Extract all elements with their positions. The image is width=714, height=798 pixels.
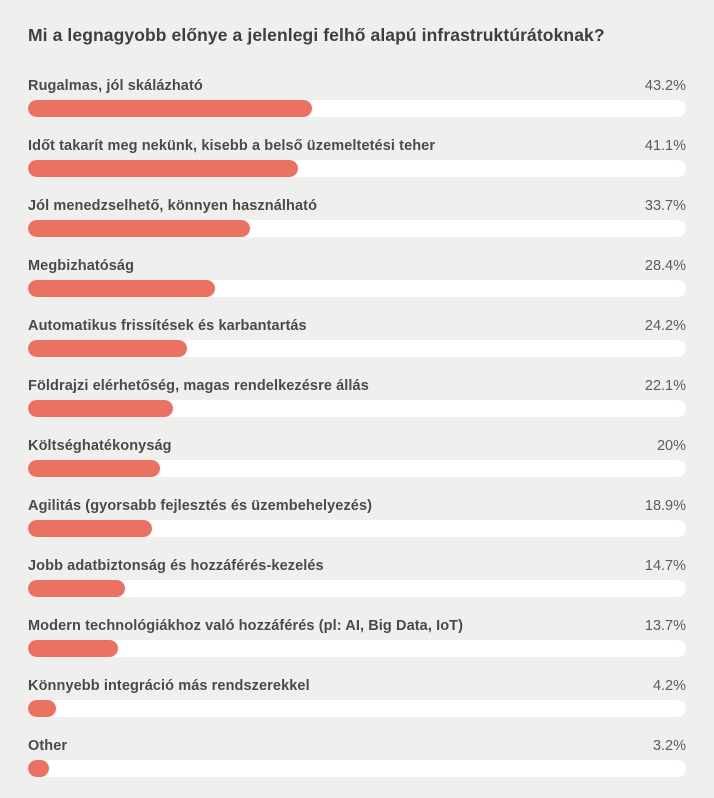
bar-value: 28.4% xyxy=(644,258,686,274)
bar-track xyxy=(28,220,686,237)
bar-row-header: Rugalmas, jól skálázható 43.2% xyxy=(28,76,686,96)
bar-fill xyxy=(28,280,215,297)
bar-label: Rugalmas, jól skálázható xyxy=(28,78,203,94)
bar-value: 4.2% xyxy=(652,678,686,694)
bar-label: Automatikus frissítések és karbantartás xyxy=(28,318,307,334)
bar-label: Időt takarít meg nekünk, kisebb a belső … xyxy=(28,138,436,154)
bar-label: Agilitás (gyorsabb fejlesztés és üzembeh… xyxy=(28,498,373,514)
bar-row: Automatikus frissítések és karbantartás … xyxy=(28,316,686,357)
bar-label: Other xyxy=(28,738,68,754)
bar-fill xyxy=(28,520,153,537)
bar-value: 33.7% xyxy=(644,198,686,214)
bar-track xyxy=(28,160,686,177)
bar-value: 3.2% xyxy=(652,738,686,754)
bar-row-header: Költséghatékonyság 20% xyxy=(28,436,686,456)
bar-value: 43.2% xyxy=(644,78,686,94)
bar-row: Modern technológiákhoz való hozzáférés (… xyxy=(28,616,686,657)
bar-row: Jobb adatbiztonság és hozzáférés-kezelés… xyxy=(28,556,686,597)
bar-row: Other 3.2% xyxy=(28,736,686,777)
bar-fill xyxy=(28,220,250,237)
bar-row-header: Földrajzi elérhetőség, magas rendelkezés… xyxy=(28,376,686,396)
bar-fill xyxy=(28,580,125,597)
bar-row-header: Könnyebb integráció más rendszerekkel 4.… xyxy=(28,676,686,696)
bar-track xyxy=(28,700,686,717)
bar-track xyxy=(28,100,686,117)
bar-label: Megbizhatóság xyxy=(28,258,135,274)
bar-row-header: Modern technológiákhoz való hozzáférés (… xyxy=(28,616,686,636)
bar-fill xyxy=(28,160,299,177)
bar-row: Rugalmas, jól skálázható 43.2% xyxy=(28,76,686,117)
bar-value: 14.7% xyxy=(644,558,686,574)
bar-label: Földrajzi elérhetőség, magas rendelkezés… xyxy=(28,378,369,394)
bar-fill xyxy=(28,760,50,777)
bar-fill xyxy=(28,640,119,657)
page-title: Mi a legnagyobb előnye a jelenlegi felhő… xyxy=(28,25,605,45)
bar-track xyxy=(28,580,686,597)
bar-row: Agilitás (gyorsabb fejlesztés és üzembeh… xyxy=(28,496,686,537)
bar-fill xyxy=(28,340,188,357)
bar-row-header: Other 3.2% xyxy=(28,736,686,756)
bar-value: 18.9% xyxy=(644,498,686,514)
bar-track xyxy=(28,460,686,477)
bar-fill xyxy=(28,400,174,417)
bar-label: Jobb adatbiztonság és hozzáférés-kezelés xyxy=(28,558,324,574)
bar-value: 41.1% xyxy=(644,138,686,154)
bar-row: Időt takarít meg nekünk, kisebb a belső … xyxy=(28,136,686,177)
bar-row-header: Jól menedzselhető, könnyen használható 3… xyxy=(28,196,686,216)
bar-row-header: Jobb adatbiztonság és hozzáférés-kezelés… xyxy=(28,556,686,576)
bar-row-header: Időt takarít meg nekünk, kisebb a belső … xyxy=(28,136,686,156)
bar-value: 22.1% xyxy=(644,378,686,394)
bar-fill xyxy=(28,100,313,117)
bar-track xyxy=(28,400,686,417)
bar-label: Jól menedzselhető, könnyen használható xyxy=(28,198,318,214)
bar-track xyxy=(28,340,686,357)
bar-row: Könnyebb integráció más rendszerekkel 4.… xyxy=(28,676,686,717)
bar-label: Költséghatékonyság xyxy=(28,438,172,454)
bar-row-header: Agilitás (gyorsabb fejlesztés és üzembeh… xyxy=(28,496,686,516)
bar-row-header: Megbizhatóság 28.4% xyxy=(28,256,686,276)
bar-value: 13.7% xyxy=(644,618,686,634)
bar-label: Könnyebb integráció más rendszerekkel xyxy=(28,678,310,694)
bars-list: Rugalmas, jól skálázható 43.2% Időt taka… xyxy=(28,76,686,777)
bar-track xyxy=(28,520,686,537)
bar-row: Jól menedzselhető, könnyen használható 3… xyxy=(28,196,686,237)
bar-track xyxy=(28,280,686,297)
bar-track xyxy=(28,760,686,777)
bar-label: Modern technológiákhoz való hozzáférés (… xyxy=(28,618,464,634)
bar-track xyxy=(28,640,686,657)
bar-value: 24.2% xyxy=(644,318,686,334)
bar-row: Költséghatékonyság 20% xyxy=(28,436,686,477)
bar-row: Megbizhatóság 28.4% xyxy=(28,256,686,297)
bar-fill xyxy=(28,700,56,717)
bar-value: 20% xyxy=(656,438,686,454)
bar-row: Földrajzi elérhetőség, magas rendelkezés… xyxy=(28,376,686,417)
bar-row-header: Automatikus frissítések és karbantartás … xyxy=(28,316,686,336)
bar-fill xyxy=(28,460,160,477)
